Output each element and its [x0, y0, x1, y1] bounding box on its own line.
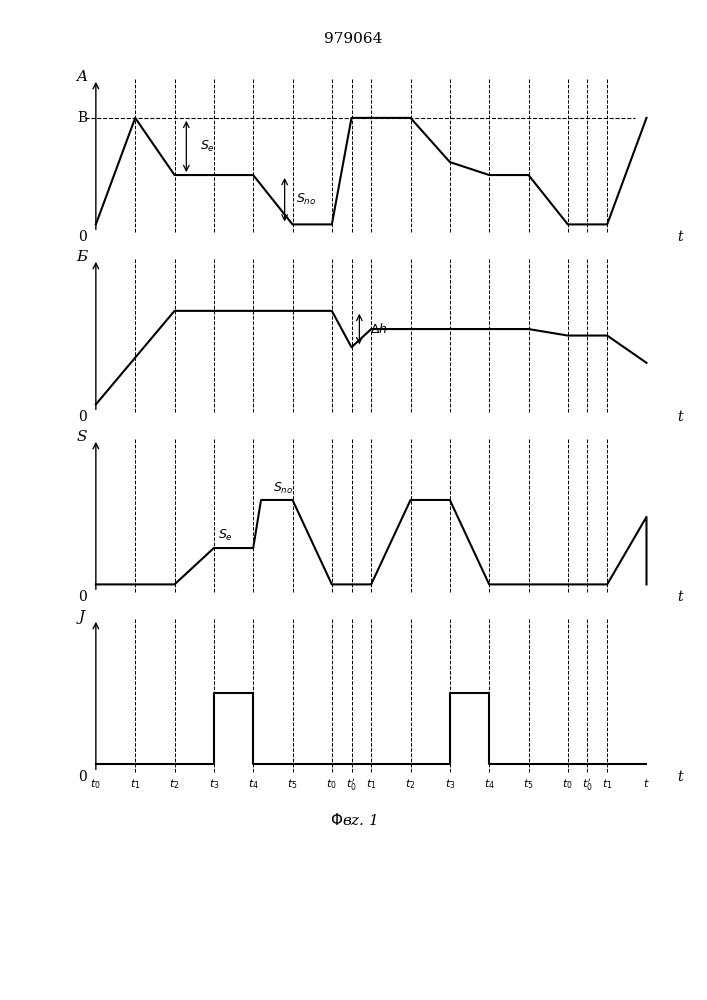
- Text: $t_4$: $t_4$: [247, 777, 259, 791]
- Text: $t_5$: $t_5$: [287, 777, 298, 791]
- Text: $\Delta h$: $\Delta h$: [370, 322, 388, 336]
- Text: B: B: [77, 111, 87, 125]
- Text: $t_4$: $t_4$: [484, 777, 495, 791]
- Text: S: S: [77, 430, 88, 444]
- Text: 0: 0: [78, 590, 86, 604]
- Text: 0: 0: [78, 770, 86, 784]
- Text: $t_2$: $t_2$: [405, 777, 416, 791]
- Text: 0: 0: [78, 230, 86, 244]
- Text: $t_5$: $t_5$: [523, 777, 534, 791]
- Text: $t_3$: $t_3$: [445, 777, 455, 791]
- Text: $t_0'$: $t_0'$: [582, 777, 593, 793]
- Text: $t_0$: $t_0$: [90, 777, 101, 791]
- Text: $S_{no}$: $S_{no}$: [296, 192, 316, 207]
- Text: $S_{no}$: $S_{no}$: [273, 481, 293, 496]
- Text: 979064: 979064: [325, 32, 382, 46]
- Text: t: t: [677, 230, 682, 244]
- Text: $t_0'$: $t_0'$: [346, 777, 357, 793]
- Text: $t_0$: $t_0$: [563, 777, 573, 791]
- Text: $t_0$: $t_0$: [327, 777, 337, 791]
- Text: $S_e$: $S_e$: [200, 139, 215, 154]
- Text: $t_2$: $t_2$: [169, 777, 180, 791]
- Text: A: A: [76, 70, 88, 84]
- Text: $S_e$: $S_e$: [218, 528, 233, 543]
- Text: J: J: [79, 610, 85, 624]
- Text: 0: 0: [78, 410, 86, 424]
- Text: $t_1$: $t_1$: [366, 777, 376, 791]
- Text: $t$: $t$: [643, 777, 650, 789]
- Text: t: t: [677, 770, 682, 784]
- Text: $t_3$: $t_3$: [209, 777, 219, 791]
- Text: Б: Б: [76, 250, 88, 264]
- Text: $\Phi$вz. 1: $\Phi$вz. 1: [330, 812, 377, 828]
- Text: $t_1$: $t_1$: [130, 777, 141, 791]
- Text: t: t: [677, 410, 682, 424]
- Text: $t_1$: $t_1$: [602, 777, 612, 791]
- Text: t: t: [677, 590, 682, 604]
